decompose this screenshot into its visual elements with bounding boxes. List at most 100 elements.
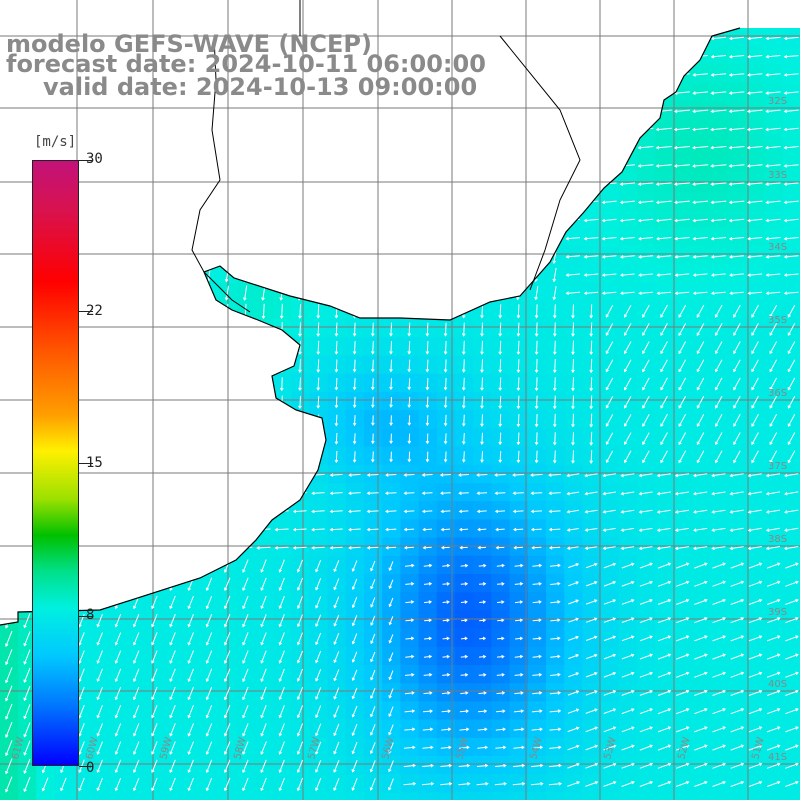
wind-cell (473, 774, 492, 793)
wind-cell (509, 628, 529, 648)
wind-cell (728, 191, 747, 211)
wind-cell (364, 519, 383, 539)
wind-cell (273, 210, 292, 229)
wind-cell (254, 337, 274, 357)
wind-cell (782, 719, 800, 739)
wind-arrow (243, 195, 248, 210)
wind-cell (327, 246, 347, 266)
wind-arrow (6, 266, 11, 284)
wind-arrow (656, 36, 672, 41)
wind-cell (0, 392, 19, 411)
wind-cell (491, 537, 511, 557)
wind-cell (473, 282, 492, 302)
wind-arrow (24, 85, 29, 102)
wind-arrow (297, 267, 302, 283)
wind-arrow (133, 140, 138, 155)
wind-arrow (128, 473, 144, 477)
wind-cell (200, 464, 219, 484)
wind-cell (455, 665, 474, 684)
wind-cell (546, 119, 565, 138)
wind-cell (400, 483, 420, 502)
wind-cell (473, 210, 492, 229)
wind-arrow (78, 595, 85, 610)
wind-cell (163, 483, 183, 502)
wind-cell (455, 628, 474, 648)
wind-cell (127, 537, 147, 557)
wind-cell (109, 301, 128, 320)
wind-cell (109, 464, 128, 484)
wind-cell (764, 155, 784, 175)
wind-cell (782, 100, 800, 120)
wind-cell (473, 792, 492, 800)
wind-cell (564, 792, 583, 800)
wind-cell (254, 173, 274, 193)
wind-cell (91, 210, 110, 229)
wind-cell (182, 446, 201, 466)
wind-arrow (243, 140, 248, 155)
wind-arrow (206, 122, 211, 137)
wind-cell (236, 264, 256, 284)
wind-arrow (116, 340, 120, 356)
wind-arrow (219, 509, 235, 514)
wind-arrow (425, 304, 430, 319)
wind-arrow (219, 546, 235, 550)
wind-arrow (334, 195, 339, 210)
lat-label: 33S (768, 170, 787, 181)
wind-cell (400, 737, 420, 757)
wind-cell (473, 574, 492, 593)
wind-cell (455, 264, 474, 284)
wind-cell (491, 737, 511, 757)
lat-label: 36S (768, 388, 787, 399)
wind-cell (782, 537, 800, 557)
wind-cell (236, 355, 256, 375)
wind-cell (182, 519, 201, 539)
wind-cell (637, 282, 656, 302)
wind-arrow (238, 473, 253, 477)
wind-cell (400, 501, 420, 520)
wind-arrow (170, 413, 175, 428)
wind-cell (127, 264, 147, 284)
wind-cell (491, 792, 511, 800)
wind-cell (382, 191, 401, 211)
wind-cell (436, 155, 456, 175)
wind-cell (782, 28, 800, 47)
wind-cell (782, 228, 800, 247)
wind-arrow (205, 559, 213, 573)
wind-cell (782, 173, 800, 193)
wind-arrow (461, 213, 466, 228)
wind-cell (309, 100, 329, 120)
wind-arrow (207, 395, 211, 410)
wind-cell (127, 191, 147, 211)
wind-arrow (188, 213, 193, 228)
wind-cell (728, 210, 747, 229)
wind-arrow (5, 576, 13, 593)
wind-arrow (370, 267, 375, 283)
wind-cell (291, 264, 310, 284)
wind-cell (655, 483, 674, 502)
wind-cell (491, 82, 511, 102)
wind-cell (655, 173, 674, 193)
wind-cell (509, 610, 529, 630)
wind-cell (691, 191, 711, 211)
wind-cell (200, 191, 219, 211)
wind-arrow (243, 176, 248, 192)
wind-cell (400, 155, 420, 175)
wind-cell (91, 555, 110, 575)
wind-cell (109, 792, 128, 800)
wind-arrow (97, 340, 102, 356)
wind-cell (418, 537, 438, 557)
wind-arrow (637, 73, 654, 77)
wind-cell (582, 246, 602, 266)
wind-arrow (516, 286, 521, 301)
wind-cell (418, 592, 438, 611)
wind-arrow (601, 109, 617, 114)
wind-arrow (146, 509, 162, 514)
wind-cell (254, 264, 274, 284)
wind-cell (491, 119, 511, 138)
wind-arrow (261, 431, 266, 446)
wind-cell (728, 46, 747, 65)
wind-cell (764, 210, 784, 229)
wind-cell (527, 774, 547, 793)
wind-arrow (274, 473, 289, 477)
wind-arrow (188, 267, 193, 283)
